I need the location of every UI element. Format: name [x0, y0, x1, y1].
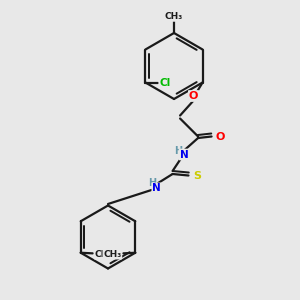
Text: N: N — [152, 183, 161, 194]
Text: CH₃: CH₃ — [94, 250, 113, 259]
Text: Cl: Cl — [159, 77, 170, 88]
Text: O: O — [189, 91, 198, 101]
Text: H: H — [148, 178, 156, 188]
Text: CH₃: CH₃ — [103, 250, 122, 259]
Text: CH₃: CH₃ — [165, 12, 183, 21]
Text: N: N — [180, 149, 188, 160]
Text: H: H — [175, 146, 183, 156]
Text: O: O — [215, 131, 225, 142]
Text: S: S — [194, 170, 202, 181]
